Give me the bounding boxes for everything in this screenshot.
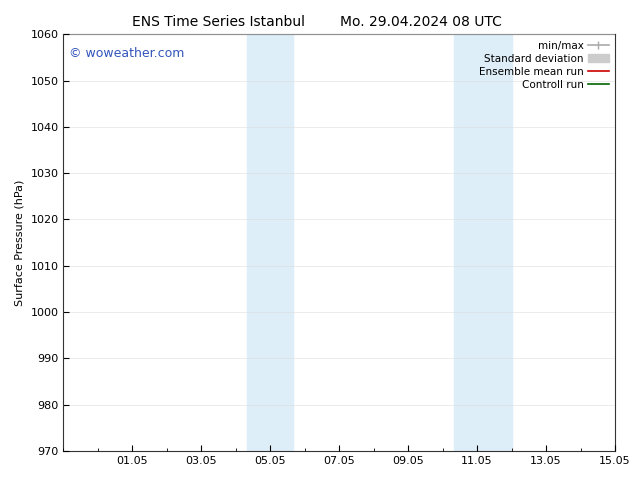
Legend: min/max, Standard deviation, Ensemble mean run, Controll run: min/max, Standard deviation, Ensemble me… — [475, 36, 613, 94]
Y-axis label: Surface Pressure (hPa): Surface Pressure (hPa) — [15, 179, 25, 306]
Bar — [454, 34, 512, 451]
Text: ENS Time Series Istanbul        Mo. 29.04.2024 08 UTC: ENS Time Series Istanbul Mo. 29.04.2024 … — [132, 15, 502, 29]
Bar — [247, 34, 294, 451]
Text: © woweather.com: © woweather.com — [69, 47, 184, 60]
